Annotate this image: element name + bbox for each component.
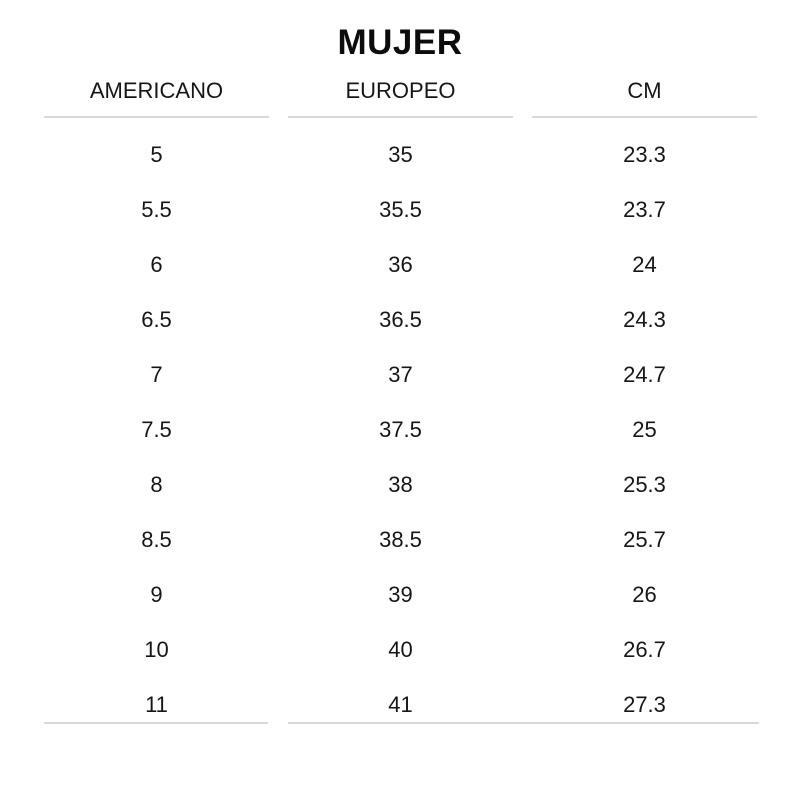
cell-europeo: 35	[388, 141, 413, 167]
cell-cm: 25.7	[623, 526, 666, 552]
cell-americano: 5.5	[141, 196, 172, 222]
cell-europeo: 35.5	[379, 196, 422, 222]
cell-europeo: 36.5	[379, 306, 422, 332]
cell-cm: 25.3	[623, 471, 666, 497]
header-body-spacer	[44, 118, 757, 127]
cell-americano: 5	[150, 141, 163, 167]
cell-americano: 11	[145, 691, 168, 717]
cell-europeo: 36	[388, 251, 413, 277]
cell-europeo: 40	[388, 636, 413, 662]
cell-europeo: 41	[388, 691, 413, 717]
column-header-cm: CM	[532, 78, 757, 118]
cell-cm: 27.3	[623, 691, 666, 717]
table-bottom-border-right	[288, 722, 759, 724]
cell-cm: 25	[632, 416, 657, 442]
cell-cm: 23.7	[623, 196, 666, 222]
cell-europeo: 37.5	[379, 416, 422, 442]
cell-cm: 24	[632, 251, 657, 277]
column-header-europeo: EUROPEO	[288, 78, 513, 118]
cell-americano: 10	[144, 636, 169, 662]
table-bottom-border-left	[44, 722, 268, 724]
cell-cm: 23.3	[623, 141, 666, 167]
cell-europeo: 38.5	[379, 526, 422, 552]
column-header-americano: AMERICANO	[44, 78, 269, 118]
cell-americano: 9	[150, 581, 163, 607]
cell-cm: 24.7	[623, 361, 666, 387]
cell-cm: 26	[632, 581, 657, 607]
cell-americano: 6	[150, 251, 163, 277]
cell-europeo: 37	[388, 361, 413, 387]
cell-americano: 8.5	[141, 526, 172, 552]
cell-americano: 8	[150, 471, 163, 497]
page-title: MUJER	[337, 23, 463, 62]
cell-europeo: 38	[388, 471, 413, 497]
cell-cm: 26.7	[623, 636, 666, 662]
cell-americano: 7	[150, 361, 163, 387]
size-conversion-table: AMERICANO EUROPEO CM 5 35 23.3 5.5 35.5 …	[44, 78, 757, 732]
cell-americano: 7.5	[141, 416, 172, 442]
cell-americano: 6.5	[141, 306, 172, 332]
cell-cm: 24.3	[623, 306, 666, 332]
cell-europeo: 39	[388, 581, 413, 607]
